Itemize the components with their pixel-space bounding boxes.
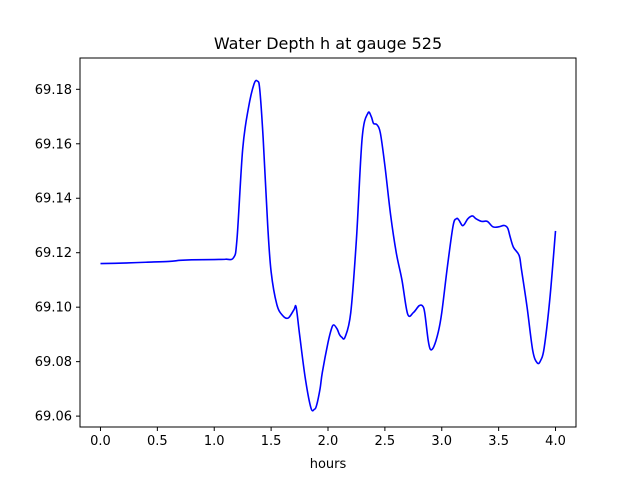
y-axis: 69.06 69.08 69.10 69.12 69.14 69.16 69.18 [35,83,80,425]
chart-title: Water Depth h at gauge 525 [214,34,442,53]
y-tick-label: 69.18 [35,83,72,98]
y-tick-label: 69.06 [35,410,72,425]
y-tick-label: 69.08 [35,355,72,370]
series-line [100,79,557,412]
x-tick-label: 2.0 [318,434,339,449]
plot-area [100,79,557,412]
y-tick-label: 69.10 [35,301,72,316]
x-tick-label: 0.5 [147,434,168,449]
x-tick-label: 3.0 [431,434,452,449]
x-tick-label: 2.5 [375,434,396,449]
x-tick-label: 1.0 [204,434,225,449]
y-tick-label: 69.14 [35,192,72,207]
x-tick-label: 4.0 [545,434,566,449]
x-axis-label: hours [310,457,347,472]
x-tick-label: 1.5 [261,434,282,449]
axes-frame [79,57,577,428]
x-axis: 0.0 0.5 1.0 1.5 2.0 2.5 3.0 3.5 4.0 [90,427,566,449]
y-tick-label: 69.16 [35,137,72,152]
x-tick-label: 0.0 [90,434,111,449]
x-tick-label: 3.5 [488,434,509,449]
y-tick-label: 69.12 [35,246,72,261]
